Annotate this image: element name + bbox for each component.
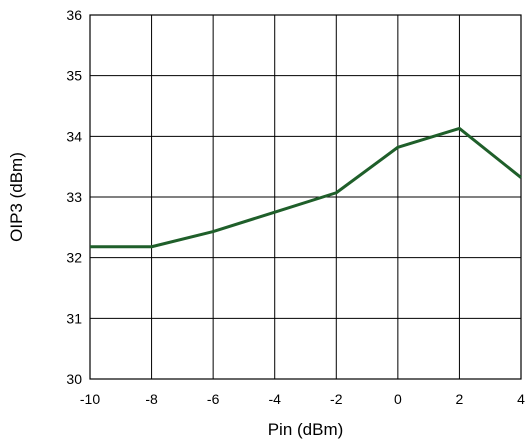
- x-tick-label: -4: [268, 391, 281, 407]
- y-axis-label: OIP3 (dBm): [7, 152, 26, 242]
- plot-frame: [89, 14, 522, 380]
- y-tick-label: 33: [66, 189, 82, 205]
- y-tick-label: 36: [66, 7, 82, 23]
- x-axis-ticks: -10 -8 -6 -4 -2 0 2 4: [80, 391, 525, 407]
- grid: [89, 14, 522, 380]
- x-axis-label: Pin (dBm): [268, 420, 344, 439]
- x-tick-label: -2: [330, 391, 343, 407]
- y-tick-label: 34: [66, 128, 82, 144]
- series-line-0: [90, 126, 522, 249]
- series-layer: [89, 126, 522, 249]
- y-axis-ticks: 30 31 32 33 34 35 36: [66, 7, 82, 387]
- x-tick-label: -6: [207, 391, 220, 407]
- x-tick-label: 2: [456, 391, 464, 407]
- y-tick-label: 31: [66, 310, 82, 326]
- x-tick-label: 0: [394, 391, 402, 407]
- y-tick-label: 32: [66, 250, 82, 266]
- y-tick-label: 35: [66, 68, 82, 84]
- x-tick-label: 4: [517, 391, 525, 407]
- x-tick-label: -8: [145, 391, 158, 407]
- y-tick-label: 30: [66, 371, 82, 387]
- x-tick-label: -10: [80, 391, 100, 407]
